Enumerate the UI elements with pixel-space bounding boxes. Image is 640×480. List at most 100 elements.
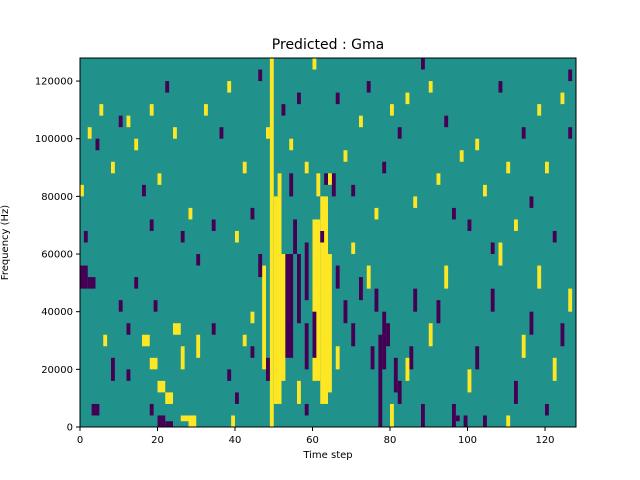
heatmap-cell — [126, 323, 131, 335]
heatmap-cell — [204, 104, 208, 116]
heatmap-cell — [304, 323, 309, 370]
heatmap-cell — [149, 104, 154, 116]
heatmap-cell — [366, 265, 371, 289]
heatmap-cell — [80, 265, 88, 289]
heatmap-cell — [444, 265, 449, 289]
heatmap-cell — [436, 300, 441, 324]
heatmap-cell — [359, 115, 363, 128]
heatmap-cell — [157, 173, 162, 185]
heatmap-cell — [165, 421, 173, 427]
heatmap-cell — [304, 403, 309, 416]
heatmap-cell — [343, 150, 348, 162]
heatmap-cell — [297, 92, 301, 105]
heatmap-cell — [281, 254, 286, 381]
heatmap-cell — [545, 403, 549, 416]
heatmap-cell — [235, 230, 239, 243]
heatmap-cell — [351, 323, 356, 347]
y-tick-label: 60000 — [41, 250, 73, 261]
heatmap-cell — [413, 196, 418, 208]
heatmap-cell — [80, 184, 84, 197]
heatmap-cell — [552, 357, 557, 381]
heatmap-cell — [444, 115, 449, 128]
heatmap-cell — [285, 254, 294, 358]
heatmap-cell — [95, 138, 100, 151]
heatmap-cell — [560, 323, 565, 347]
heatmap-cell — [343, 300, 348, 324]
x-tick-label: 60 — [306, 435, 319, 446]
heatmap-cell — [324, 173, 328, 185]
heatmap-cell — [297, 380, 301, 404]
heatmap-cell — [188, 415, 197, 427]
heatmap-cell — [196, 254, 201, 266]
heatmap-cell — [157, 415, 166, 427]
heatmap-cell — [467, 369, 472, 393]
axes-frame — [79, 57, 577, 428]
heatmap-cell — [455, 415, 460, 422]
heatmap-cell — [475, 346, 480, 370]
heatmap-cell — [537, 265, 542, 289]
heatmap-cell — [324, 254, 332, 393]
heatmap-cell — [351, 184, 356, 197]
heatmap-cell — [173, 127, 177, 139]
x-tick-label: 40 — [229, 435, 242, 446]
heatmap-cell — [312, 219, 321, 381]
x-tick-label: 100 — [458, 435, 477, 446]
heatmap-cell — [180, 230, 185, 243]
heatmap-cell — [134, 138, 139, 151]
y-axis-label: Frequency (Hz) — [0, 205, 11, 281]
heatmap-cell — [269, 58, 274, 427]
heatmap-cell — [99, 104, 104, 116]
heatmap-cell — [335, 265, 340, 289]
heatmap-cell — [258, 254, 263, 278]
heatmap-cell — [126, 369, 131, 381]
heatmap-cell — [545, 161, 549, 174]
heatmap-cell — [521, 127, 526, 139]
heatmap-cell — [568, 127, 573, 139]
heatmap-cell — [428, 323, 433, 347]
plot-area — [80, 58, 576, 427]
heatmap-cell — [421, 403, 425, 427]
heatmap-cell — [157, 380, 166, 393]
heatmap-cell — [289, 173, 294, 197]
heatmap-cell — [409, 346, 414, 370]
y-tick-label: 120000 — [35, 77, 73, 88]
heatmap-cell — [266, 127, 270, 139]
heatmap-cell — [405, 92, 410, 105]
heatmap-cell — [537, 104, 542, 116]
heatmap-cell — [452, 207, 456, 220]
heatmap-cell — [529, 196, 534, 208]
heatmap-cell — [459, 150, 464, 162]
heatmap-cell — [250, 346, 255, 358]
heatmap-cell — [568, 288, 573, 312]
x-tick-label: 80 — [384, 435, 397, 446]
heatmap-cell — [219, 127, 224, 139]
heatmap-cell — [118, 300, 123, 312]
heatmap-cell — [227, 369, 232, 381]
heatmap-cell — [262, 265, 266, 370]
heatmap-cell — [397, 127, 402, 139]
heatmap-cell — [498, 81, 503, 93]
heatmap-cell — [421, 58, 425, 70]
heatmap-cell — [165, 392, 173, 404]
heatmap-cell — [514, 219, 518, 231]
heatmap-cell — [498, 242, 503, 266]
heatmap-cell — [351, 242, 356, 255]
heatmap-cell — [463, 415, 468, 427]
heatmap-cell — [386, 323, 390, 347]
heatmap-cell — [560, 92, 565, 105]
heatmap-cell — [196, 334, 201, 358]
y-tick-label: 40000 — [41, 307, 73, 318]
x-tick-label: 120 — [535, 435, 554, 446]
heatmap-cell — [521, 334, 526, 358]
heatmap-cell — [297, 254, 301, 324]
heatmap-cell — [173, 323, 181, 335]
heatmap-cell — [335, 92, 340, 105]
heatmap-cell — [231, 415, 235, 427]
heatmap-cell — [490, 242, 495, 255]
chart-title: Predicted : Gma — [272, 37, 384, 53]
heatmap-cell — [506, 415, 511, 427]
heatmap-cell — [111, 161, 115, 174]
heatmap-cell — [378, 334, 383, 427]
heatmap-cell — [134, 277, 139, 289]
heatmap-cell — [328, 173, 332, 185]
